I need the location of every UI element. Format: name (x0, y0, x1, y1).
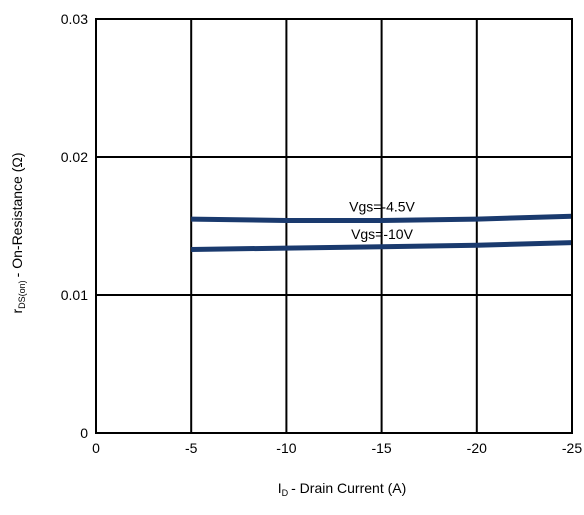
x-axis-label-subscript: D (282, 488, 289, 498)
plot-border (95, 18, 573, 434)
x-tick-label: -25 (562, 440, 582, 456)
x-axis-label: ID - Drain Current (A) (278, 480, 407, 498)
x-tick-label: -5 (185, 440, 198, 456)
y-axis-label-subscript: DS(on) (17, 280, 27, 309)
x-tick-label: 0 (92, 440, 100, 456)
grid (96, 19, 572, 433)
x-axis-label-text: - Drain Current (A) (291, 480, 406, 496)
series-labels: Vgs=-4.5V Vgs=-10V (349, 198, 415, 242)
plot-frame (95, 18, 573, 434)
x-tick-label: -20 (467, 440, 487, 456)
y-tick-label: 0.01 (61, 287, 88, 303)
series-label-1: Vgs=-4.5V (349, 198, 415, 214)
y-axis-label: rDS(on) - On-Resistance (Ω) (9, 152, 27, 313)
x-tick-label: -10 (276, 440, 296, 456)
series-label-2: Vgs=-10V (351, 226, 414, 242)
series-lines (191, 213, 573, 252)
x-axis-ticks: 0 -5 -10 -15 -20 -25 (92, 440, 582, 456)
y-tick-label: 0.03 (61, 11, 88, 27)
y-tick-label: 0 (80, 425, 88, 441)
y-tick-label: 0.02 (61, 149, 88, 165)
y-axis-label-text: - On-Resistance (Ω) (9, 152, 25, 277)
series-line-2 (191, 240, 573, 252)
y-axis-ticks: 0 0.01 0.02 0.03 (61, 11, 88, 441)
x-axis-label-symbol: I (278, 480, 282, 496)
series-line-1 (191, 213, 573, 223)
x-tick-label: -15 (371, 440, 391, 456)
y-axis-label-symbol: r (9, 309, 25, 314)
